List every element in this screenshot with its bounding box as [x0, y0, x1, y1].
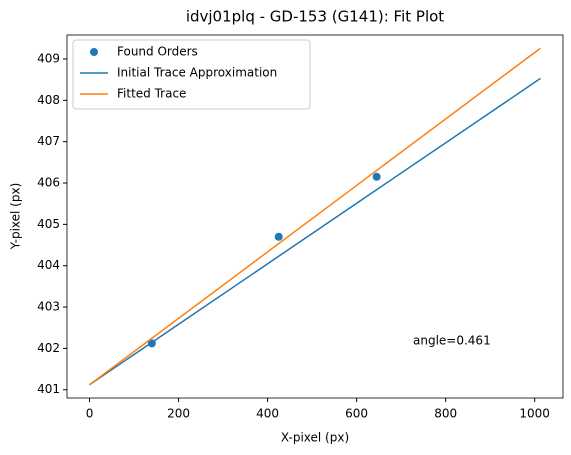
- x-tick-label: 0: [86, 407, 94, 421]
- y-tick-label: 407: [37, 134, 60, 148]
- legend-label: Found Orders: [117, 45, 198, 59]
- legend-label: Initial Trace Approximation: [117, 66, 277, 80]
- x-tick-label: 400: [256, 407, 279, 421]
- trace-line: [89, 77, 541, 386]
- legend-box: [72, 39, 311, 110]
- axes-frame: [66, 34, 564, 399]
- x-axis-label: X-pixel (px): [281, 431, 349, 445]
- y-tick-label: 403: [37, 300, 60, 314]
- legend-marker: [90, 48, 98, 56]
- y-tick-label: 406: [37, 176, 60, 190]
- y-tick-label: 409: [37, 51, 60, 65]
- scatter-point: [372, 172, 381, 181]
- y-tick-label: 408: [37, 93, 60, 107]
- chart-title: idvj01plq - GD-153 (G141): Fit Plot: [186, 8, 444, 26]
- y-tick-label: 404: [37, 258, 60, 272]
- scatter-point: [274, 232, 283, 241]
- x-tick-label: 600: [345, 407, 368, 421]
- y-tick-label: 405: [37, 217, 60, 231]
- trace-line: [89, 47, 541, 386]
- y-tick-label: 402: [37, 341, 60, 355]
- legend-label: Fitted Trace: [117, 87, 186, 101]
- annotation: angle=0.461: [413, 334, 491, 348]
- y-axis-label: Y-pixel (px): [9, 183, 23, 251]
- y-tick-label: 401: [37, 382, 60, 396]
- x-tick-label: 800: [434, 407, 457, 421]
- x-tick-label: 1000: [519, 407, 550, 421]
- x-tick-label: 200: [167, 407, 190, 421]
